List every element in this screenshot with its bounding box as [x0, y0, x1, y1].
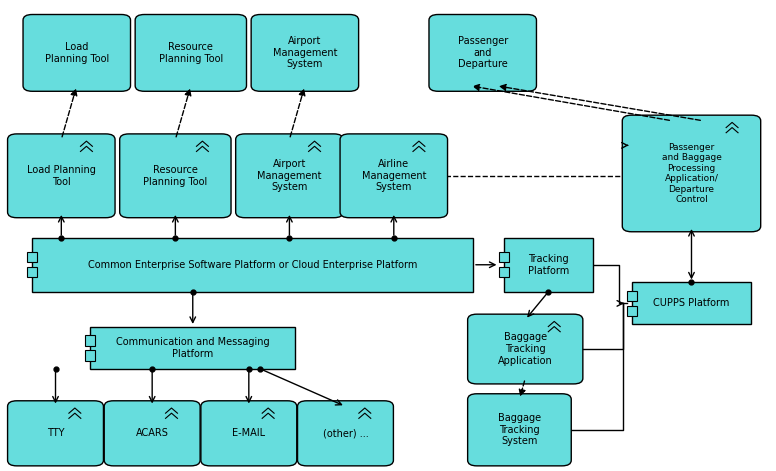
FancyBboxPatch shape — [468, 394, 571, 466]
Text: Load Planning
Tool: Load Planning Tool — [27, 165, 95, 187]
Text: CUPPS Platform: CUPPS Platform — [653, 299, 729, 309]
Text: Passenger
and
Departure: Passenger and Departure — [458, 36, 508, 70]
Text: Airline
Management
System: Airline Management System — [362, 159, 426, 192]
FancyBboxPatch shape — [85, 350, 95, 360]
FancyBboxPatch shape — [8, 401, 103, 466]
Text: TTY: TTY — [47, 428, 64, 439]
FancyBboxPatch shape — [622, 115, 760, 232]
FancyBboxPatch shape — [499, 267, 509, 277]
Text: ACARS: ACARS — [136, 428, 168, 439]
FancyBboxPatch shape — [201, 25, 234, 39]
FancyBboxPatch shape — [236, 134, 343, 218]
Text: Communication and Messaging
Platform: Communication and Messaging Platform — [116, 337, 269, 359]
Text: Tracking
Platform: Tracking Platform — [528, 254, 569, 276]
Text: Load
Planning Tool: Load Planning Tool — [45, 42, 109, 64]
FancyBboxPatch shape — [27, 252, 37, 262]
Text: Resource
Planning Tool: Resource Planning Tool — [159, 42, 223, 64]
FancyBboxPatch shape — [23, 15, 130, 91]
FancyBboxPatch shape — [499, 252, 509, 262]
Text: Airport
Management
System: Airport Management System — [272, 36, 337, 70]
FancyBboxPatch shape — [632, 282, 751, 325]
FancyBboxPatch shape — [504, 238, 593, 292]
FancyBboxPatch shape — [33, 238, 473, 292]
FancyBboxPatch shape — [468, 314, 583, 384]
Text: (other) ...: (other) ... — [323, 428, 369, 439]
FancyBboxPatch shape — [429, 15, 536, 91]
FancyBboxPatch shape — [135, 15, 247, 91]
FancyBboxPatch shape — [626, 306, 636, 316]
FancyBboxPatch shape — [8, 134, 115, 218]
FancyBboxPatch shape — [526, 404, 559, 418]
FancyBboxPatch shape — [27, 267, 37, 277]
Text: Baggage
Tracking
System: Baggage Tracking System — [498, 413, 541, 447]
Text: Resource
Planning Tool: Resource Planning Tool — [144, 165, 207, 187]
FancyBboxPatch shape — [104, 401, 200, 466]
FancyBboxPatch shape — [201, 401, 296, 466]
FancyBboxPatch shape — [251, 15, 359, 91]
FancyBboxPatch shape — [85, 335, 95, 346]
Text: Baggage
Tracking
Application: Baggage Tracking Application — [498, 333, 553, 365]
FancyBboxPatch shape — [120, 134, 231, 218]
FancyBboxPatch shape — [85, 25, 119, 39]
FancyBboxPatch shape — [314, 25, 347, 39]
FancyBboxPatch shape — [90, 327, 295, 369]
FancyBboxPatch shape — [626, 291, 636, 301]
Text: Airport
Management
System: Airport Management System — [257, 159, 322, 192]
FancyBboxPatch shape — [297, 401, 393, 466]
Text: E-MAIL: E-MAIL — [232, 428, 265, 439]
FancyBboxPatch shape — [340, 134, 448, 218]
FancyBboxPatch shape — [491, 25, 525, 39]
Text: Passenger
and Baggage
Processing
Application/
Departure
Control: Passenger and Baggage Processing Applica… — [662, 143, 722, 204]
Text: Common Enterprise Software Platform or Cloud Enterprise Platform: Common Enterprise Software Platform or C… — [88, 260, 417, 270]
